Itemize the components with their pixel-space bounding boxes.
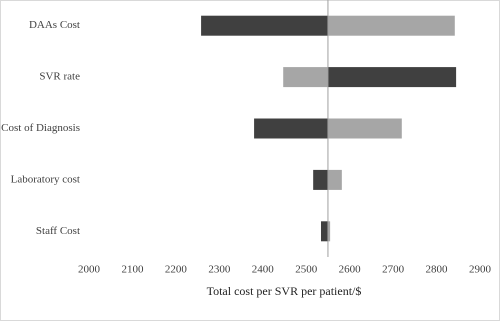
x-tick-label: 2700 (382, 264, 405, 276)
x-tick-label: 2000 (78, 264, 101, 276)
bar (254, 118, 328, 139)
x-axis-title: Total cost per SVR per patient/$ (207, 284, 362, 298)
y-tick-label: Cost of Diagnosis (1, 122, 80, 134)
bar (327, 221, 331, 242)
bar (201, 15, 328, 36)
x-tick-label: 2800 (426, 264, 449, 276)
x-tick-label: 2300 (208, 264, 231, 276)
x-tick-label: 2600 (339, 264, 362, 276)
bar (327, 118, 402, 139)
y-tick-label: SVR rate (39, 71, 80, 83)
x-tick-label: 2200 (165, 264, 188, 276)
x-tick-label: 2900 (469, 264, 492, 276)
bar (320, 221, 328, 242)
x-tick-label: 2400 (252, 264, 275, 276)
bar (283, 67, 328, 88)
y-tick-label: Laboratory cost (11, 173, 80, 185)
bar (313, 169, 328, 190)
bar (327, 15, 455, 36)
bar (327, 169, 342, 190)
y-tick-label: DAAs Cost (29, 19, 80, 31)
y-tick-label: Staff Cost (36, 225, 80, 237)
bar (327, 67, 457, 88)
x-tick-label: 2100 (121, 264, 144, 276)
x-tick-label: 2500 (295, 264, 318, 276)
